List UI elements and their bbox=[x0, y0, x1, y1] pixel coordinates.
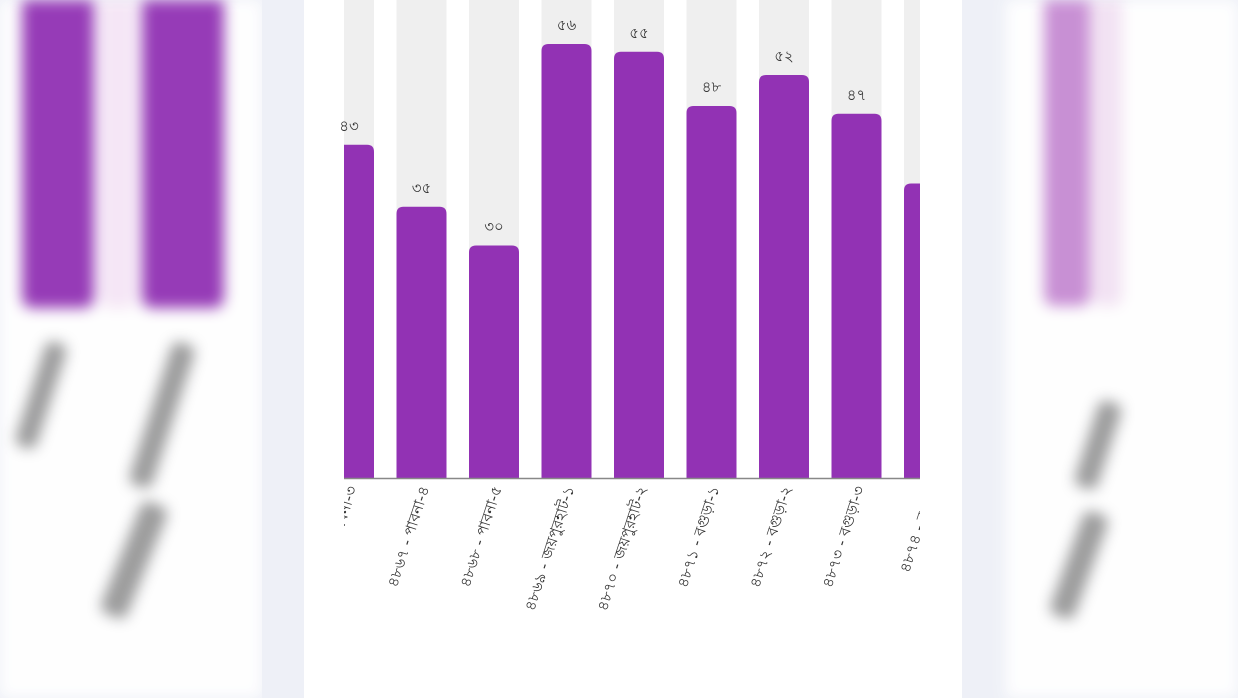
bars bbox=[324, 44, 954, 479]
panel-gap bbox=[962, 0, 1006, 698]
bar[interactable] bbox=[541, 44, 592, 478]
bar[interactable] bbox=[469, 245, 519, 479]
blurred-track bbox=[100, 0, 136, 308]
bar[interactable] bbox=[759, 75, 809, 478]
category-tick-label: ৪৮৬৭ - পাবনা-৪ bbox=[384, 484, 434, 590]
bar-value-label: ৪৮ bbox=[702, 78, 722, 96]
bar[interactable] bbox=[614, 51, 664, 478]
bar[interactable] bbox=[831, 113, 882, 478]
bar-value-label: ৪৭ bbox=[847, 86, 867, 104]
bar[interactable] bbox=[686, 106, 737, 478]
blurred-axis-label bbox=[13, 339, 69, 451]
bar-chart: ৪৩ ৩৫ ৩০ ৫৬ ৫৫ ৪৮ ৫২ ৪৭ ...বনা-৩ ৪৮৬৭ - পাবনা-৪ ৪… bbox=[324, 0, 954, 613]
category-tick-label: ৪৮৭১ - বগুড়া-১ bbox=[674, 484, 724, 590]
panel-gap bbox=[262, 0, 304, 698]
blurred-bar bbox=[1044, 0, 1090, 306]
blurred-right-panel bbox=[1006, 0, 1238, 698]
bar[interactable] bbox=[396, 206, 447, 478]
bar-value-label: ৫৬ bbox=[557, 16, 577, 34]
blurred-axis-label bbox=[127, 339, 197, 491]
blurred-axis-label bbox=[98, 499, 170, 621]
category-tick-label: ৪৮৭৪ - বগু... bbox=[896, 484, 941, 575]
category-tick-label: ৪৮৭২ - বগুড়া-২ bbox=[746, 484, 796, 590]
blurred-axis-label bbox=[1072, 398, 1124, 492]
blurred-track bbox=[1092, 0, 1122, 306]
category-tick-label: ৪৮৭০ - জয়পুরহাট-২ bbox=[593, 484, 650, 613]
blurred-axis-label bbox=[1047, 508, 1111, 622]
category-tick-label: ৪৮৬৯ - জয়পুরহাট-১ bbox=[521, 484, 578, 613]
bar-value-label: ৩৫ bbox=[412, 179, 432, 197]
bar-value-label: ৫৫ bbox=[629, 24, 648, 42]
category-tick-label: ...বনা-৩ bbox=[328, 483, 361, 537]
value-labels: ৪৩ ৩৫ ৩০ ৫৬ ৫৫ ৪৮ ৫২ ৪৭ bbox=[339, 16, 866, 236]
category-tick-label: ৪৮৬৮ - পাবনা-৫ bbox=[456, 484, 506, 590]
bar-value-label: ৫২ bbox=[774, 47, 794, 65]
bar-value-label: ৩০ bbox=[484, 218, 504, 236]
category-tick-label: ৪৮৭৩ - বগুড়া-৩ bbox=[818, 483, 868, 589]
chart-panel: ৪৩ ৩৫ ৩০ ৫৬ ৫৫ ৪৮ ৫২ ৪৭ ...বনা-৩ ৪৮৬৭ - পাবনা-৪ ৪… bbox=[304, 0, 962, 698]
category-labels: ...বনা-৩ ৪৮৬৭ - পাবনা-৪ ৪৮৬৮ - পাবনা-৫ ৪৮৬৯… bbox=[328, 483, 941, 613]
blurred-bar bbox=[22, 0, 94, 308]
bar[interactable] bbox=[324, 144, 374, 478]
bar-value-label: ৪৩ bbox=[339, 117, 359, 135]
bar[interactable] bbox=[904, 183, 954, 479]
blurred-bar bbox=[142, 0, 224, 308]
blurred-left-panel bbox=[0, 0, 262, 698]
